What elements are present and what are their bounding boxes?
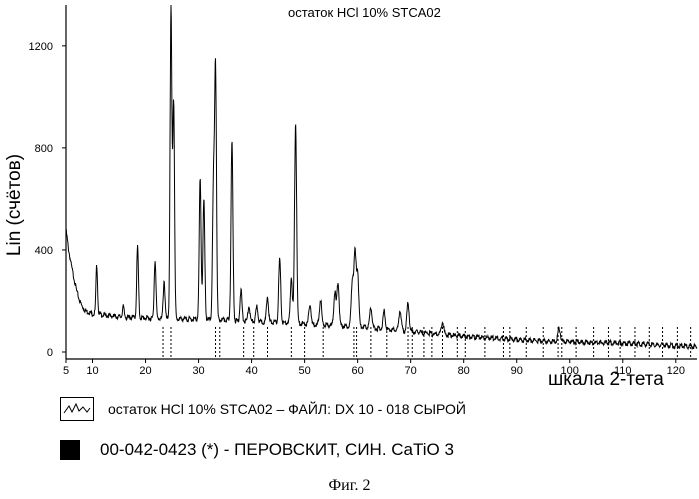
x-tick-label: 100 bbox=[561, 365, 579, 377]
x-tick-label: 50 bbox=[298, 365, 310, 377]
y-tick-label: 1200 bbox=[29, 41, 53, 53]
legend-item-sample: остаток HCl 10% STCA02 – ФАЙЛ: DX 10 - 0… bbox=[60, 397, 466, 421]
legend-label-sample: остаток HCl 10% STCA02 – ФАЙЛ: DX 10 - 0… bbox=[108, 401, 466, 417]
x-tick-label: 20 bbox=[139, 365, 151, 377]
x-tick-label: 60 bbox=[352, 365, 364, 377]
x-tick-label: 10 bbox=[86, 365, 98, 377]
y-tick-label: 400 bbox=[35, 245, 53, 257]
x-tick-label: 110 bbox=[614, 365, 632, 377]
y-ticks: 0 400 800 1200 bbox=[29, 41, 66, 359]
xrd-chart: остаток HCl 10% STCA02 Lin (счётов) шкал… bbox=[0, 0, 699, 430]
x-tick-label: 70 bbox=[405, 365, 417, 377]
x-tick-label: 30 bbox=[192, 365, 204, 377]
series-line-stca02 bbox=[66, 5, 697, 349]
x-tick-label: 120 bbox=[667, 365, 685, 377]
figure-caption: Фиг. 2 bbox=[0, 477, 699, 495]
y-axis-label: Lin (счётов) bbox=[4, 154, 25, 256]
y-tick-label: 800 bbox=[35, 143, 53, 155]
line-pattern-icon bbox=[60, 397, 94, 421]
x-tick-label: 80 bbox=[458, 365, 470, 377]
wave-glyph-icon bbox=[61, 398, 93, 420]
legend-item-perovskite: 00-042-0423 (*) - ПЕРОВСКИТ, СИН. CaTiO … bbox=[60, 440, 454, 460]
filled-square-icon bbox=[60, 440, 80, 460]
legend-label-perovskite: 00-042-0423 (*) - ПЕРОВСКИТ, СИН. CaTiO … bbox=[100, 440, 454, 460]
x-tick-label: 40 bbox=[245, 365, 257, 377]
chart-title: остаток HCl 10% STCA02 bbox=[288, 5, 441, 20]
x-tick-label: 90 bbox=[511, 365, 523, 377]
x-tick-label: 5 bbox=[63, 365, 69, 377]
y-tick-label: 0 bbox=[47, 347, 53, 359]
